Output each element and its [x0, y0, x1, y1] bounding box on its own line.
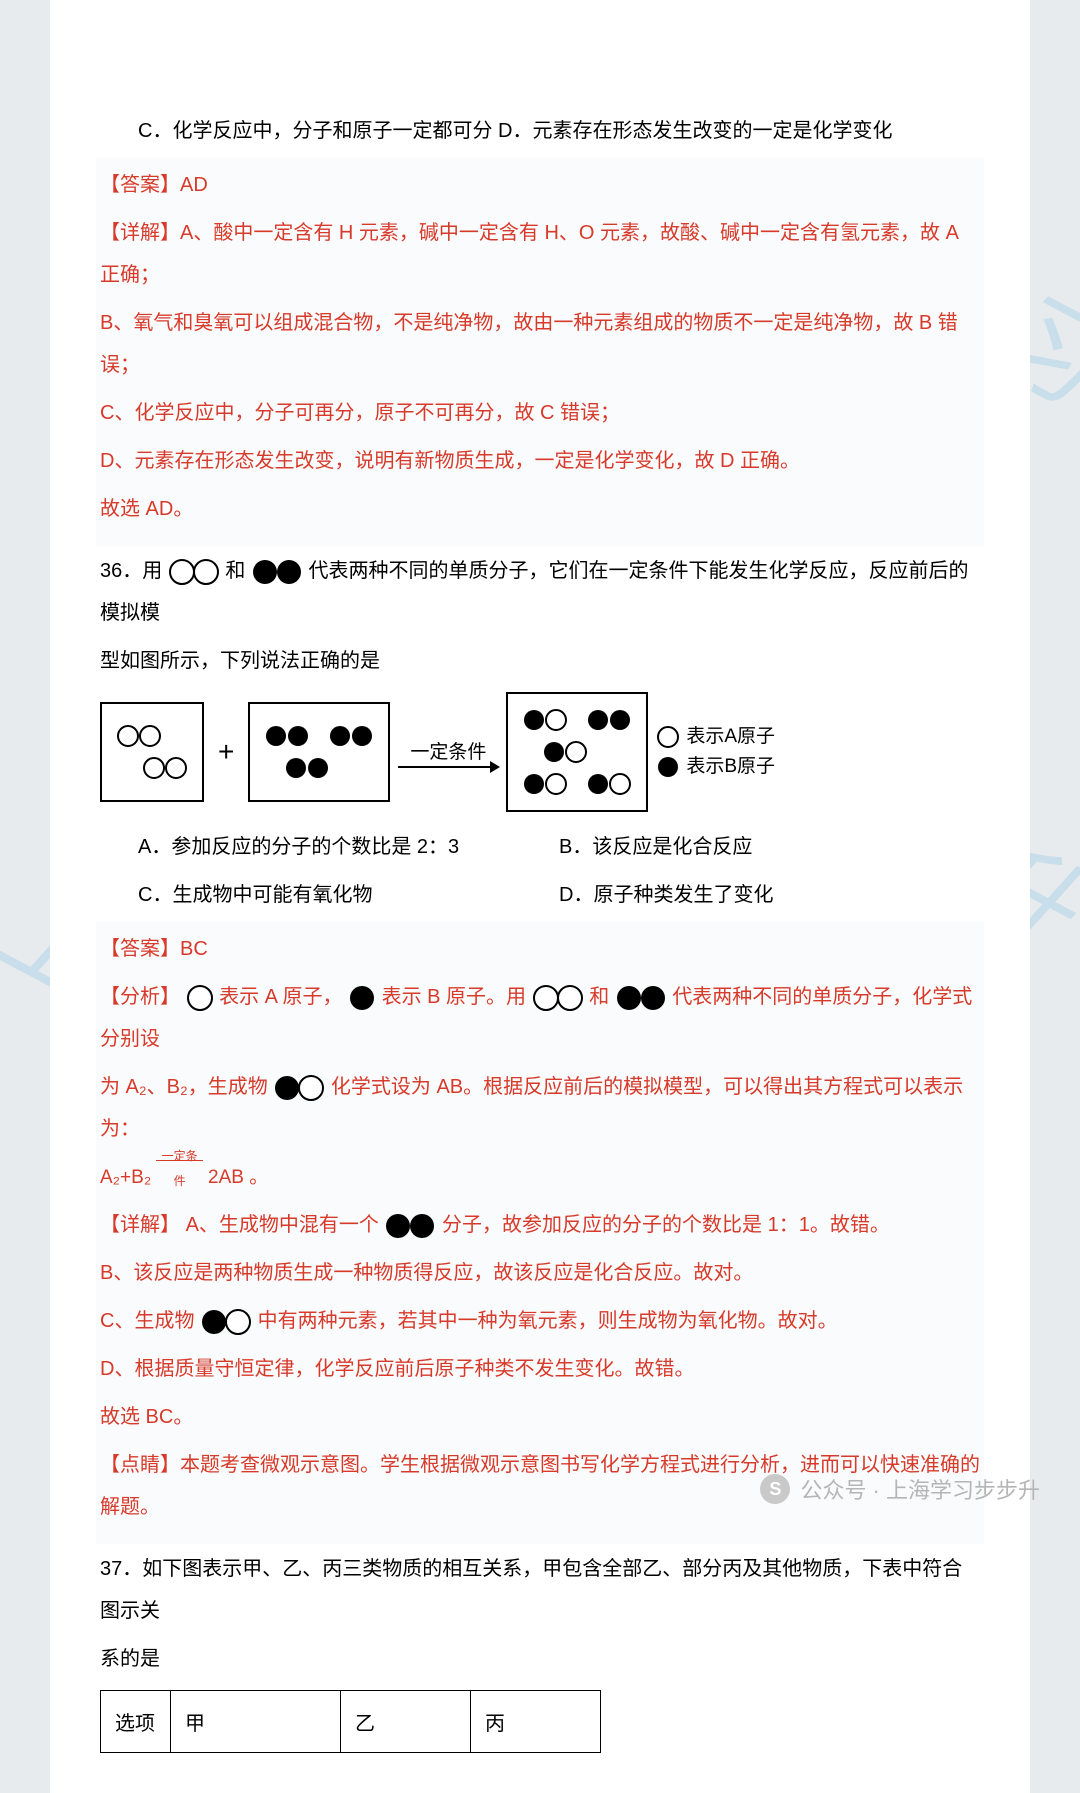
reactant-box-1 — [100, 702, 204, 802]
eq-arrow — [156, 1158, 202, 1198]
open-atom-icon — [656, 725, 680, 749]
text: C、生成物 — [100, 1310, 194, 1332]
text: 用 — [142, 560, 162, 582]
q36-analysis-line1: 【分析】 表示 A 原子， 表示 B 原子。用 和 代表两种不同的单质分子，化学… — [100, 976, 980, 1060]
q35-answer-label: 【答案】AD — [100, 164, 980, 206]
ba-molecule-icon — [586, 772, 632, 796]
text: 表示 B 原子。用 — [382, 986, 526, 1008]
text: 如下图表示甲、乙、丙三类物质的相互关系，甲包含全部乙、部分丙及其他物质，下表中符… — [100, 1558, 962, 1622]
arrow-label: 一定条件 — [410, 737, 486, 764]
reaction-arrow: 一定条件 — [398, 737, 498, 768]
q36-opt-b: B．该反应是化合反应 — [559, 826, 980, 868]
reactant-box-2 — [248, 702, 390, 802]
q37-stem-line2: 系的是 — [100, 1638, 980, 1680]
q36-diagram: + 一定条件 — [100, 692, 980, 812]
q36-equation: A₂+B₂ 2AB 。 — [100, 1156, 980, 1198]
q35-detail-c: C、化学反应中，分子可再分，原子不可再分，故 C 错误； — [100, 392, 980, 434]
q35-answer-block: 【答案】AD 【详解】A、酸中一定含有 H 元素，碱中一定含有 H、O 元素，故… — [96, 158, 984, 546]
diagram-legend: 表示A原子 表示B原子 — [656, 722, 775, 783]
q36-detail-c: C、生成物 中有两种元素，若其中一种为氧元素，则生成物为氧化物。故对。 — [100, 1300, 980, 1342]
b2-molecule-icon — [586, 708, 632, 732]
q36-stem-line1: 36．用 和 代表两种不同的单质分子，它们在一定条件下能发生化学反应，反应前后的… — [100, 550, 980, 634]
footer-text: 公众号 · 上海学习步步升 — [800, 1473, 1040, 1505]
wechat-icon: S — [760, 1474, 790, 1504]
q36-stem-line2: 型如图所示，下列说法正确的是 — [100, 640, 980, 682]
open-atom-icon — [186, 984, 214, 1012]
b2-molecule-icon — [384, 1212, 436, 1240]
table-header-cell: 选项 — [101, 1691, 171, 1753]
analysis-label: 【分析】 — [100, 986, 180, 1008]
table-header-cell: 丙 — [471, 1691, 601, 1753]
q35-detail-b: B、氧气和臭氧可以组成混合物，不是纯净物，故由一种元素组成的物质不一定是纯净物，… — [100, 302, 980, 386]
q36-answer-label: 【答案】BC — [100, 928, 980, 970]
q36-detail-d: D、根据质量守恒定律，化学反应前后原子种类不发生变化。故错。 — [100, 1348, 980, 1390]
ba-molecule-icon — [273, 1074, 325, 1102]
detail-label: 【详解】 — [100, 1214, 180, 1236]
ba-molecule-icon — [200, 1308, 252, 1336]
solid-atom-icon — [656, 755, 680, 779]
ba-molecule-icon — [542, 740, 588, 764]
q37-table: 选项 甲 乙 丙 — [100, 1690, 601, 1753]
text: 和 — [589, 986, 609, 1008]
eq-tail: 。 — [249, 1167, 268, 1188]
text: 为 A₂、B₂，生成物 — [100, 1076, 268, 1098]
q36-opt-c: C．生成物中可能有氧化物 — [138, 874, 559, 916]
q36-opt-d: D．原子种类发生了变化 — [559, 874, 980, 916]
page-footer: S 公众号 · 上海学习步步升 — [760, 1473, 1040, 1505]
b2-molecule-icon — [251, 558, 303, 586]
q36-options-row2: C．生成物中可能有氧化物 D．原子种类发生了变化 — [100, 874, 980, 916]
q36-detail-b: B、该反应是两种物质生成一种物质得反应，故该反应是化合反应。故对。 — [100, 1252, 980, 1294]
a2-molecule-icon — [116, 724, 162, 748]
eq-lhs: A₂+B₂ — [100, 1167, 151, 1188]
detail-label: 【详解】 — [100, 222, 180, 244]
text: 中有两种元素，若其中一种为氧元素，则生成物为氧化物。故对。 — [258, 1310, 838, 1332]
product-box — [506, 692, 648, 812]
ba-molecule-icon — [522, 772, 568, 796]
table-header-cell: 甲 — [171, 1691, 341, 1753]
text: 和 — [225, 560, 245, 582]
solid-atom-icon — [348, 984, 376, 1012]
q35-conclusion: 故选 AD。 — [100, 488, 980, 530]
q36-analysis-line2: 为 A₂、B₂，生成物 化学式设为 AB。根据反应前后的模拟模型，可以得出其方程… — [100, 1066, 980, 1150]
legend-b-text: 表示B原子 — [686, 752, 775, 782]
q36-answer-block: 【答案】BC 【分析】 表示 A 原子， 表示 B 原子。用 和 代表两种不同的… — [96, 922, 984, 1544]
q35-detail-d: D、元素存在形态发生改变，说明有新物质生成，一定是化学变化，故 D 正确。 — [100, 440, 980, 482]
q37-stem-line1: 37．如下图表示甲、乙、丙三类物质的相互关系，甲包含全部乙、部分丙及其他物质，下… — [100, 1548, 980, 1632]
text: 表示 A 原子， — [219, 986, 342, 1008]
text: A、生成物中混有一个 — [186, 1214, 379, 1236]
tip-label: 【点睛】 — [100, 1454, 180, 1476]
table-header-cell: 乙 — [341, 1691, 471, 1753]
eq-rhs: 2AB — [208, 1167, 244, 1188]
b2-molecule-icon — [328, 724, 374, 748]
plus-sign: + — [212, 736, 240, 768]
text: A、酸中一定含有 H 元素，碱中一定含有 H、O 元素，故酸、碱中一定含有氢元素… — [100, 222, 958, 286]
table-row: 选项 甲 乙 丙 — [101, 1691, 601, 1753]
text: 分子，故参加反应的分子的个数比是 1：1。故错。 — [442, 1214, 890, 1236]
a2-molecule-icon — [168, 558, 220, 586]
b2-molecule-icon — [264, 724, 310, 748]
q36-options-row1: A．参加反应的分子的个数比是 2：3 B．该反应是化合反应 — [100, 826, 980, 868]
a2-molecule-icon — [142, 756, 188, 780]
equation-text: A₂+B₂ 2AB 。 — [100, 1167, 268, 1188]
arrow-line-icon — [398, 766, 498, 768]
b2-molecule-icon — [284, 756, 330, 780]
ba-molecule-icon — [522, 708, 568, 732]
q36-number: 36． — [100, 560, 142, 582]
document-page: C．化学反应中，分子和原子一定都可分 D．元素存在形态发生改变的一定是化学变化 … — [50, 0, 1030, 1793]
q36-conclusion: 故选 BC。 — [100, 1396, 980, 1438]
q35-detail-a: 【详解】A、酸中一定含有 H 元素，碱中一定含有 H、O 元素，故酸、碱中一定含… — [100, 212, 980, 296]
q36-detail-a: 【详解】 A、生成物中混有一个 分子，故参加反应的分子的个数比是 1：1。故错。 — [100, 1204, 980, 1246]
b2-molecule-icon — [615, 984, 667, 1012]
legend-b: 表示B原子 — [656, 752, 775, 782]
q35-option-cd: C．化学反应中，分子和原子一定都可分 D．元素存在形态发生改变的一定是化学变化 — [100, 110, 980, 152]
legend-a-text: 表示A原子 — [686, 722, 775, 752]
q37-number: 37． — [100, 1558, 142, 1580]
a2-molecule-icon — [532, 984, 584, 1012]
q36-opt-a: A．参加反应的分子的个数比是 2：3 — [138, 826, 559, 868]
legend-a: 表示A原子 — [656, 722, 775, 752]
